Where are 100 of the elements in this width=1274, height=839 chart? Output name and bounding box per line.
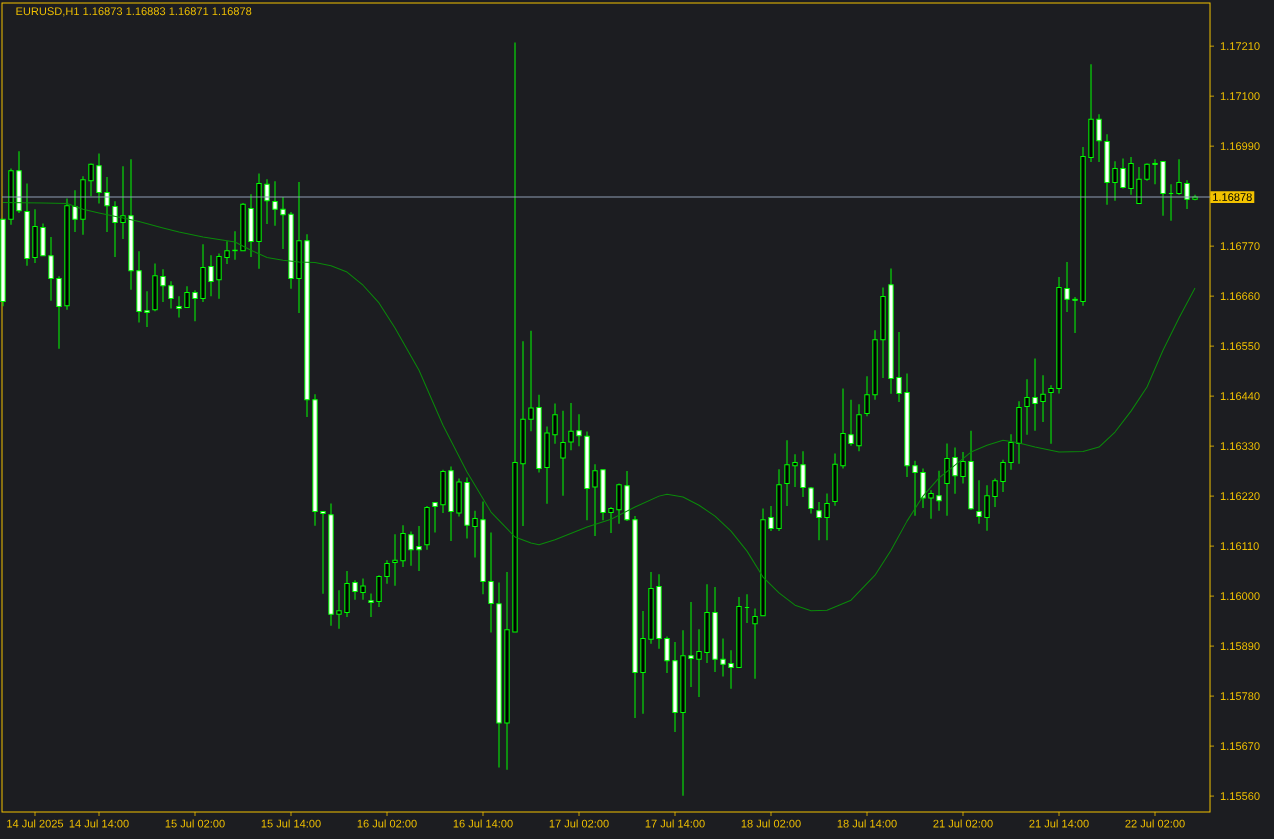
x-tick-label: 16 Jul 14:00 [453, 819, 513, 828]
candlestick [304, 233, 310, 418]
ref-line-label: 1.16878 [1213, 193, 1252, 201]
candlestick [360, 577, 366, 601]
y-tick-label: 1.17210 [1220, 42, 1260, 51]
candlestick [768, 505, 774, 532]
candlestick [512, 42, 518, 633]
y-tick-label: 1.16440 [1220, 392, 1260, 401]
candlestick [928, 489, 934, 520]
candlestick [1096, 113, 1102, 163]
candlestick [1184, 179, 1190, 210]
candlestick [1112, 160, 1118, 202]
candlestick [488, 531, 494, 633]
candlestick [104, 176, 110, 233]
candlestick [904, 372, 910, 478]
candlestick [1048, 384, 1054, 445]
candlestick [1072, 296, 1078, 334]
candlestick [328, 502, 334, 627]
candlestick [656, 573, 662, 650]
candlestick [224, 240, 230, 265]
candlestick [688, 601, 694, 688]
candlestick [888, 267, 894, 395]
candlestick [1032, 357, 1038, 432]
candlestick [144, 290, 150, 328]
candlestick [448, 466, 454, 542]
candlestick [696, 628, 702, 698]
candlestick [736, 596, 742, 668]
y-tick-label: 1.16550 [1220, 342, 1260, 351]
x-tick-label: 22 Jul 02:00 [1125, 819, 1185, 828]
x-tick-label: 15 Jul 14:00 [261, 819, 321, 828]
candlestick [192, 289, 198, 322]
x-tick-label: 14 Jul 14:00 [69, 819, 129, 828]
candlestick [1056, 276, 1062, 394]
x-tick-label: 21 Jul 14:00 [1029, 819, 1089, 828]
candlestick [536, 394, 542, 473]
candlestick [400, 524, 406, 568]
candlestick [712, 586, 718, 673]
y-tick-label: 1.16660 [1220, 292, 1260, 301]
candlestick [1120, 157, 1126, 189]
x-tick-label: 17 Jul 02:00 [549, 819, 609, 828]
candlestick [808, 486, 814, 514]
candlestick [392, 533, 398, 587]
y-tick-label: 1.16000 [1220, 592, 1260, 601]
candlestick [248, 193, 254, 258]
candlestick [200, 243, 206, 303]
candlestick [864, 375, 870, 417]
candlestick [640, 610, 646, 715]
candlestick [496, 581, 502, 768]
candlestick [592, 463, 598, 537]
y-tick-label: 1.16330 [1220, 442, 1260, 451]
candlestick [40, 222, 46, 257]
candlestick [568, 402, 574, 451]
candlestick [280, 196, 286, 250]
candlestick [264, 178, 270, 225]
candlestick [704, 583, 710, 664]
candlestick [872, 329, 878, 401]
candlestick [88, 162, 94, 197]
candlestick [584, 431, 590, 521]
candlestick [848, 399, 854, 447]
candlestick [608, 506, 614, 534]
candlestick [168, 280, 174, 309]
candlestick [960, 451, 966, 484]
y-tick-label: 1.16220 [1220, 492, 1260, 501]
candlestick [920, 467, 926, 509]
candlestick [1064, 261, 1070, 313]
candlestick [816, 501, 822, 541]
x-tick-label: 18 Jul 02:00 [741, 819, 801, 828]
candlestick [312, 393, 318, 527]
candlestick [1160, 161, 1166, 217]
candlestick [936, 470, 942, 512]
candlestick [160, 268, 166, 303]
candlestick [832, 452, 838, 507]
candlestick [984, 484, 990, 532]
candlestick [64, 197, 70, 311]
candlestick [552, 402, 558, 445]
candlestick [680, 629, 686, 797]
x-tick-label: 15 Jul 02:00 [165, 819, 225, 828]
candlestick [0, 218, 6, 307]
x-tick-label: 16 Jul 02:00 [357, 819, 417, 828]
y-tick-label: 1.15560 [1220, 792, 1260, 801]
candlestick [344, 570, 350, 618]
candlestick [824, 492, 830, 541]
candlestick [664, 636, 670, 674]
candlestick [576, 413, 582, 447]
candlestick [120, 165, 126, 240]
candlestick [1016, 400, 1022, 465]
candlestick [784, 439, 790, 507]
candlestick [600, 469, 606, 521]
y-tick-label: 1.16110 [1220, 542, 1259, 551]
line-series [2, 202, 1196, 612]
candlestick [96, 152, 102, 204]
candlestick [384, 559, 390, 585]
candlestick [560, 410, 566, 497]
candlestick [208, 254, 214, 297]
candlestick [296, 181, 302, 314]
candlestick [544, 426, 550, 505]
y-tick-label: 1.16770 [1220, 242, 1260, 251]
candlestick [800, 450, 806, 498]
candlestick [24, 182, 30, 267]
y-tick-label: 1.17100 [1220, 92, 1260, 101]
